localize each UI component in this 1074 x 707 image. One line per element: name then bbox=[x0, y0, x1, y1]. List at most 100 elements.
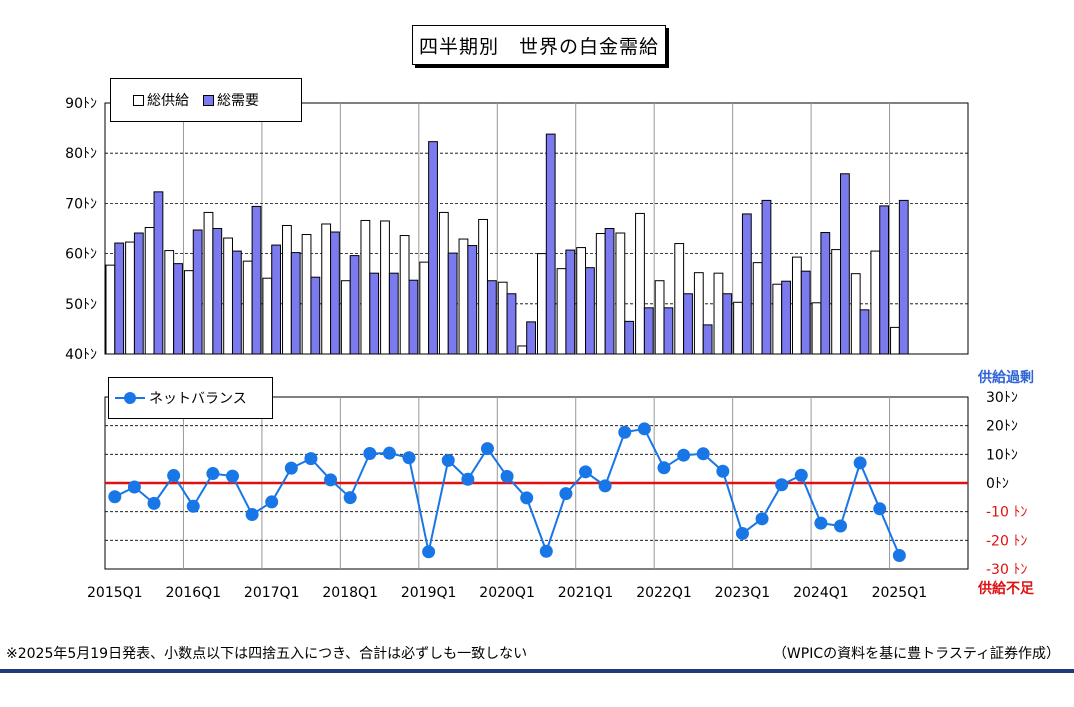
net-balance-point bbox=[324, 473, 338, 487]
deficit-label: 供給不足 bbox=[978, 581, 1034, 597]
demand-bar bbox=[840, 173, 850, 355]
bar-y-tick-label: 60ﾄﾝ bbox=[65, 247, 97, 263]
supply-bar bbox=[164, 250, 175, 355]
demand-bar bbox=[153, 191, 164, 355]
supply-bar bbox=[615, 232, 626, 355]
supply-bar bbox=[791, 256, 802, 355]
supply-bar bbox=[340, 280, 351, 355]
net-y-tick-label: -10 ﾄﾝ bbox=[986, 505, 1027, 521]
demand-bar bbox=[388, 272, 399, 355]
x-tick-label: 2022Q1 bbox=[636, 585, 692, 601]
supply-bar bbox=[301, 234, 312, 355]
bottom-rule bbox=[0, 669, 1074, 673]
net-balance-point bbox=[382, 446, 396, 460]
demand-bar bbox=[898, 199, 909, 355]
demand-bar bbox=[643, 307, 654, 355]
demand-legend-swatch bbox=[203, 94, 214, 106]
net-balance-point bbox=[775, 478, 789, 492]
demand-bar bbox=[624, 320, 635, 355]
net-balance-point bbox=[402, 451, 416, 465]
demand-bar bbox=[820, 232, 831, 355]
footnote-left: ※2025年5月19日発表、小数点以下は四捨五入につき、合計は必ずしも一致しない bbox=[6, 646, 528, 662]
supply-demand-legend: 総供給 総需要 bbox=[110, 78, 302, 122]
net-balance-point bbox=[206, 467, 220, 481]
net-balance-point bbox=[598, 479, 612, 493]
demand-bar bbox=[545, 133, 556, 355]
supply-bar bbox=[419, 261, 430, 355]
net-balance-point bbox=[834, 519, 848, 533]
supply-bar bbox=[890, 326, 900, 355]
net-balance-point bbox=[520, 491, 534, 505]
net-balance-point bbox=[539, 544, 553, 558]
x-tick-label: 2023Q1 bbox=[715, 585, 771, 601]
supply-bar bbox=[242, 260, 253, 355]
demand-bar bbox=[290, 252, 301, 355]
demand-bar bbox=[231, 250, 242, 355]
demand-bar bbox=[604, 228, 615, 355]
net-balance-point bbox=[265, 495, 279, 509]
demand-bar bbox=[663, 307, 674, 355]
net-balance-point bbox=[716, 464, 730, 478]
demand-bar bbox=[761, 199, 772, 355]
supply-bar bbox=[556, 268, 567, 355]
demand-legend-label: 総需要 bbox=[217, 93, 259, 109]
supply-bar bbox=[144, 226, 155, 355]
supply-bar bbox=[831, 249, 842, 355]
demand-bar bbox=[173, 263, 183, 355]
net-balance-point bbox=[500, 469, 514, 483]
supply-bar bbox=[183, 270, 194, 355]
demand-bar bbox=[585, 267, 595, 355]
supply-bar bbox=[478, 218, 488, 355]
supply-bar bbox=[321, 223, 332, 355]
x-tick-label: 2025Q1 bbox=[872, 585, 928, 601]
demand-bar bbox=[467, 245, 478, 355]
net-balance-point bbox=[186, 499, 200, 513]
x-tick-label: 2021Q1 bbox=[558, 585, 614, 601]
x-tick-label: 2016Q1 bbox=[165, 585, 221, 601]
demand-bar bbox=[859, 309, 870, 355]
demand-bar bbox=[683, 293, 693, 355]
net-balance-legend-label: ネットバランス bbox=[149, 391, 247, 407]
demand-bar bbox=[447, 252, 458, 355]
demand-bar bbox=[349, 255, 360, 355]
x-tick-label: 2015Q1 bbox=[87, 585, 143, 601]
net-balance-point bbox=[657, 461, 671, 475]
net-balance-point bbox=[853, 456, 867, 470]
demand-bar bbox=[781, 280, 791, 355]
supply-bar bbox=[497, 281, 508, 355]
supply-bar bbox=[380, 220, 390, 355]
demand-bar bbox=[192, 229, 203, 355]
bar-y-tick-label: 80ﾄﾝ bbox=[65, 146, 97, 162]
supply-bar bbox=[752, 262, 763, 355]
supply-bar bbox=[537, 253, 547, 355]
supply-bar bbox=[850, 273, 861, 355]
x-tick-label: 2020Q1 bbox=[479, 585, 535, 601]
net-balance-point bbox=[422, 545, 436, 559]
demand-bar bbox=[408, 279, 419, 355]
net-balance-point bbox=[108, 490, 122, 504]
supply-bar bbox=[282, 224, 292, 355]
net-balance-point bbox=[304, 452, 318, 466]
demand-bar bbox=[428, 141, 438, 355]
net-balance-point bbox=[755, 512, 769, 526]
net-balance-point bbox=[167, 469, 181, 483]
supply-bar bbox=[693, 272, 704, 355]
net-balance-point bbox=[579, 465, 593, 479]
demand-bar bbox=[310, 276, 321, 355]
supply-bar bbox=[517, 345, 528, 355]
net-balance-legend: ネットバランス bbox=[108, 377, 273, 419]
demand-bar bbox=[800, 270, 811, 355]
net-balance-point bbox=[284, 461, 298, 475]
net-balance-point bbox=[618, 425, 632, 439]
net-y-tick-label: 0ﾄﾝ bbox=[986, 476, 1009, 492]
bar-y-tick-label: 70ﾄﾝ bbox=[65, 196, 97, 212]
net-balance-point bbox=[225, 469, 239, 483]
net-balance-point bbox=[343, 491, 357, 505]
x-tick-label: 2024Q1 bbox=[793, 585, 849, 601]
demand-bar bbox=[369, 272, 380, 355]
demand-bar bbox=[212, 228, 223, 355]
supply-bar bbox=[458, 238, 469, 355]
supply-bar bbox=[125, 241, 135, 355]
bar-y-tick-label: 90ﾄﾝ bbox=[65, 96, 97, 112]
